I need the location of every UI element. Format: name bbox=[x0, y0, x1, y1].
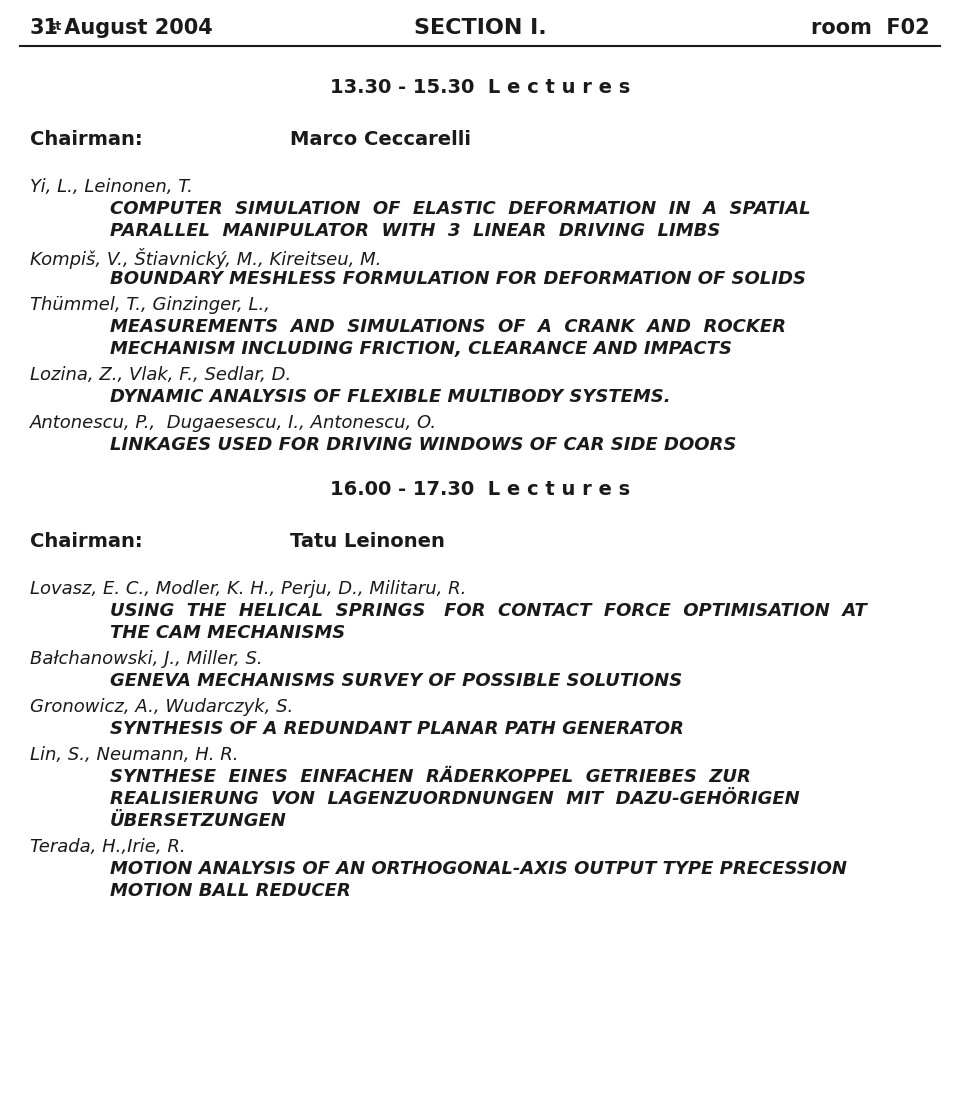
Text: MOTION BALL REDUCER: MOTION BALL REDUCER bbox=[110, 882, 350, 900]
Text: USING  THE  HELICAL  SPRINGS   FOR  CONTACT  FORCE  OPTIMISATION  AT: USING THE HELICAL SPRINGS FOR CONTACT FO… bbox=[110, 601, 867, 620]
Text: 13.30 - 15.30  L e c t u r e s: 13.30 - 15.30 L e c t u r e s bbox=[330, 78, 630, 97]
Text: Lozina, Z., Vlak, F., Sedlar, D.: Lozina, Z., Vlak, F., Sedlar, D. bbox=[30, 366, 291, 383]
Text: August 2004: August 2004 bbox=[57, 18, 213, 38]
Text: SYNTHESE  EINES  EINFACHEN  RÄDERKOPPEL  GETRIEBES  ZUR: SYNTHESE EINES EINFACHEN RÄDERKOPPEL GET… bbox=[110, 768, 751, 786]
Text: Thümmel, T., Ginzinger, L.,: Thümmel, T., Ginzinger, L., bbox=[30, 296, 270, 314]
Text: Tatu Leinonen: Tatu Leinonen bbox=[290, 532, 444, 551]
Text: Antonescu, P.,  Dugaesescu, I., Antonescu, O.: Antonescu, P., Dugaesescu, I., Antonescu… bbox=[30, 414, 437, 432]
Text: Gronowicz, A., Wudarczyk, S.: Gronowicz, A., Wudarczyk, S. bbox=[30, 698, 293, 716]
Text: Chairman:: Chairman: bbox=[30, 532, 143, 551]
Text: Lovasz, E. C., Modler, K. H., Perju, D., Militaru, R.: Lovasz, E. C., Modler, K. H., Perju, D.,… bbox=[30, 580, 467, 598]
Text: ÜBERSETZUNGEN: ÜBERSETZUNGEN bbox=[110, 812, 287, 830]
Text: SYNTHESIS OF A REDUNDANT PLANAR PATH GENERATOR: SYNTHESIS OF A REDUNDANT PLANAR PATH GEN… bbox=[110, 720, 684, 738]
Text: MEASUREMENTS  AND  SIMULATIONS  OF  A  CRANK  AND  ROCKER: MEASUREMENTS AND SIMULATIONS OF A CRANK … bbox=[110, 318, 786, 337]
Text: PARALLEL  MANIPULATOR  WITH  3  LINEAR  DRIVING  LIMBS: PARALLEL MANIPULATOR WITH 3 LINEAR DRIVI… bbox=[110, 222, 720, 240]
Text: LINKAGES USED FOR DRIVING WINDOWS OF CAR SIDE DOORS: LINKAGES USED FOR DRIVING WINDOWS OF CAR… bbox=[110, 436, 736, 454]
Text: Kompiš, V., Štiavnický, M., Kireitseu, M.: Kompiš, V., Štiavnický, M., Kireitseu, M… bbox=[30, 248, 381, 269]
Text: Chairman:: Chairman: bbox=[30, 130, 143, 149]
Text: Lin, S., Neumann, H. R.: Lin, S., Neumann, H. R. bbox=[30, 746, 238, 764]
Text: SECTION I.: SECTION I. bbox=[414, 18, 546, 38]
Text: Yi, L., Leinonen, T.: Yi, L., Leinonen, T. bbox=[30, 178, 193, 196]
Text: DYNAMIC ANALYSIS OF FLEXIBLE MULTIBODY SYSTEMS.: DYNAMIC ANALYSIS OF FLEXIBLE MULTIBODY S… bbox=[110, 388, 671, 406]
Text: Bałchanowski, J., Miller, S.: Bałchanowski, J., Miller, S. bbox=[30, 650, 263, 667]
Text: st: st bbox=[48, 20, 61, 34]
Text: room  F02: room F02 bbox=[811, 18, 930, 38]
Text: COMPUTER  SIMULATION  OF  ELASTIC  DEFORMATION  IN  A  SPATIAL: COMPUTER SIMULATION OF ELASTIC DEFORMATI… bbox=[110, 200, 810, 218]
Text: THE CAM MECHANISMS: THE CAM MECHANISMS bbox=[110, 624, 346, 642]
Text: MOTION ANALYSIS OF AN ORTHOGONAL-AXIS OUTPUT TYPE PRECESSION: MOTION ANALYSIS OF AN ORTHOGONAL-AXIS OU… bbox=[110, 860, 847, 878]
Text: GENEVA MECHANISMS SURVEY OF POSSIBLE SOLUTIONS: GENEVA MECHANISMS SURVEY OF POSSIBLE SOL… bbox=[110, 672, 683, 690]
Text: REALISIERUNG  VON  LAGENZUORDNUNGEN  MIT  DAZU-GEHÖRIGEN: REALISIERUNG VON LAGENZUORDNUNGEN MIT DA… bbox=[110, 790, 800, 808]
Text: 31: 31 bbox=[30, 18, 59, 38]
Text: Terada, H.,Irie, R.: Terada, H.,Irie, R. bbox=[30, 838, 185, 856]
Text: 16.00 - 17.30  L e c t u r e s: 16.00 - 17.30 L e c t u r e s bbox=[330, 480, 630, 499]
Text: Marco Ceccarelli: Marco Ceccarelli bbox=[290, 130, 471, 149]
Text: MECHANISM INCLUDING FRICTION, CLEARANCE AND IMPACTS: MECHANISM INCLUDING FRICTION, CLEARANCE … bbox=[110, 340, 732, 358]
Text: BOUNDARY MESHLESS FORMULATION FOR DEFORMATION OF SOLIDS: BOUNDARY MESHLESS FORMULATION FOR DEFORM… bbox=[110, 271, 806, 288]
